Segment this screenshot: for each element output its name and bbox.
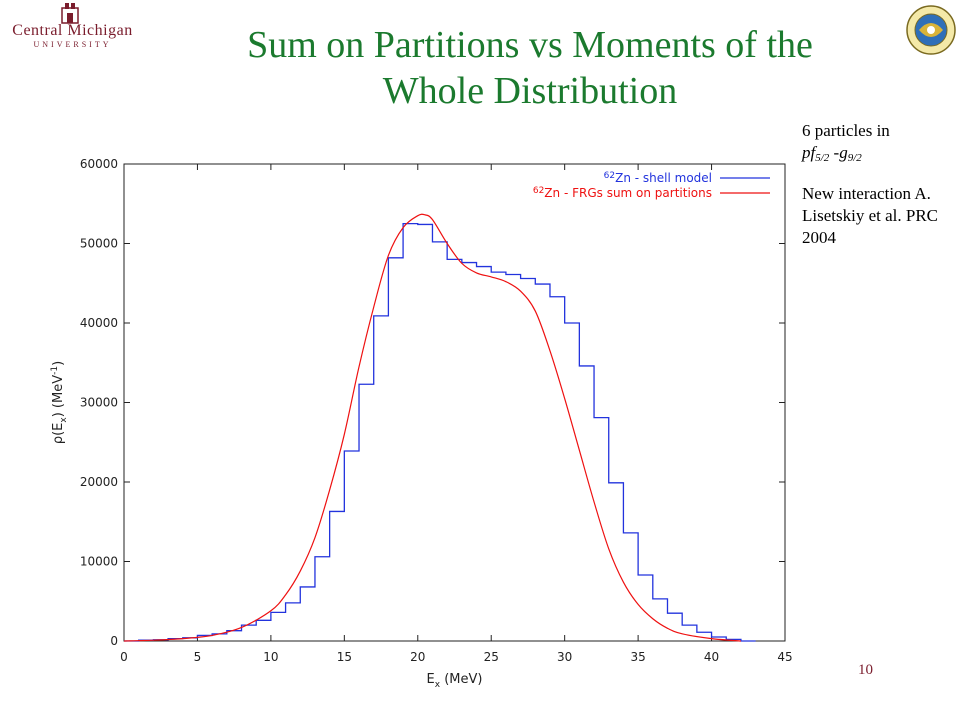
- orbit-a: pf: [802, 143, 816, 162]
- plot-frame: [123, 163, 786, 642]
- side-note-line1: 6 particles in: [802, 121, 890, 140]
- y-tick-label: 30000: [80, 396, 118, 410]
- y-tick-label: 10000: [80, 555, 118, 569]
- x-tick-label: 40: [704, 650, 719, 664]
- nsf-seal-icon: [906, 5, 956, 55]
- page-number: 10: [858, 662, 873, 678]
- x-tick-label: 35: [630, 650, 645, 664]
- x-tick-label: 25: [484, 650, 499, 664]
- university-subtitle: UNIVERSITY: [33, 40, 112, 49]
- side-note-reference: New interaction A. Lisetskiy et al. PRC …: [802, 184, 938, 247]
- y-axis-label: ρ(Ex) (MeV-1): [50, 361, 69, 444]
- y-tick-label: 40000: [80, 316, 118, 330]
- x-tick-label: 10: [263, 650, 278, 664]
- x-tick-label: 20: [410, 650, 425, 664]
- side-note-orbits: pf5/2 -g9/2: [802, 142, 952, 169]
- orbit-b: g: [839, 143, 848, 162]
- x-tick-label: 15: [337, 650, 352, 664]
- x-tick-label: 30: [557, 650, 572, 664]
- y-tick-label: 50000: [80, 237, 118, 251]
- university-seal-icon: [61, 3, 79, 24]
- x-tick-label: 45: [777, 650, 792, 664]
- y-tick-label: 20000: [80, 475, 118, 489]
- frgs-sum-curve: [123, 213, 741, 642]
- legend-label-frgs: 62Zn - FRGs sum on partitions: [533, 186, 712, 200]
- title-line-2: Whole Distribution: [382, 70, 678, 112]
- y-tick-label: 0: [110, 634, 118, 648]
- university-logo: Central Michigan UNIVERSITY: [0, 0, 145, 50]
- side-note: 6 particles in pf5/2 -g9/2 New interacti…: [802, 120, 952, 249]
- x-axis-label: Ex (MeV): [427, 672, 483, 690]
- orbit-separator: -: [829, 143, 840, 162]
- x-tick-label: 5: [194, 650, 202, 664]
- university-name: Central Michigan: [12, 22, 133, 39]
- legend-label-shell-model: 62Zn - shell model: [604, 171, 712, 185]
- x-tick-label: 0: [120, 650, 128, 664]
- y-tick-label: 60000: [80, 157, 118, 171]
- title-line-1: Sum on Partitions vs Moments of the: [247, 24, 813, 66]
- slide-title: Sum on Partitions vs Moments of the Whol…: [190, 22, 870, 114]
- shell-model-step-line: [124, 222, 756, 642]
- orbit-b-sub: 9/2: [847, 152, 862, 164]
- orbit-a-sub: 5/2: [815, 152, 830, 164]
